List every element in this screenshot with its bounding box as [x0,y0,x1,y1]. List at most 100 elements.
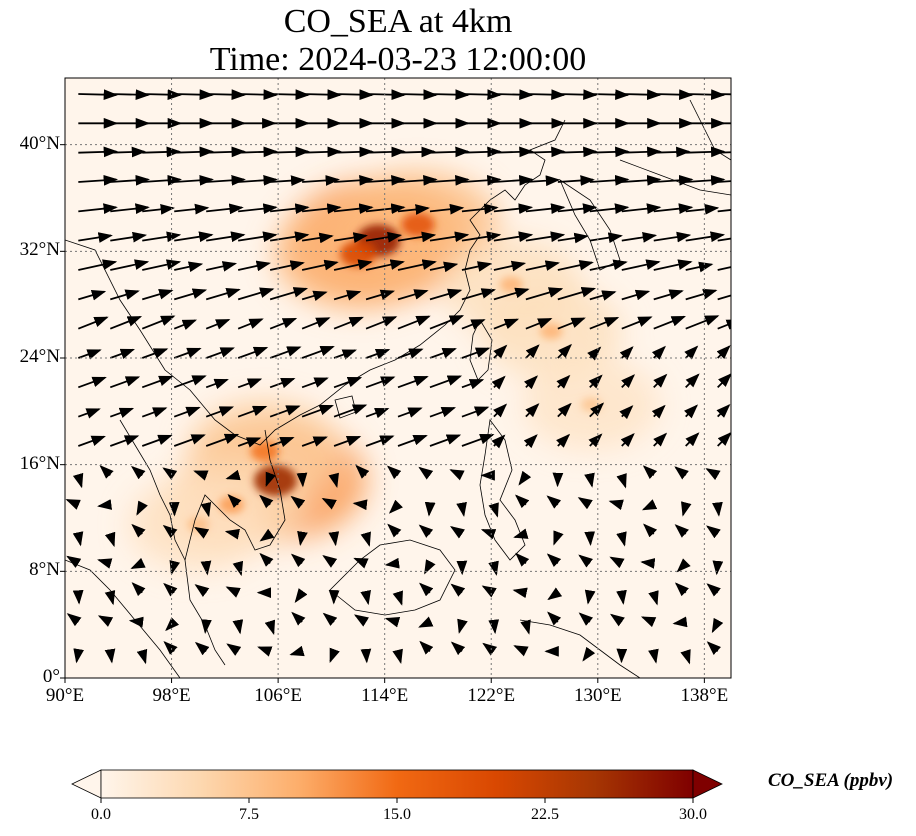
wind-arrow [621,289,651,301]
wind-arrow [397,289,429,301]
wind-arrow [136,648,148,665]
wind-arrow [681,501,692,517]
wind-arrow [174,146,215,158]
wind-arrow [131,523,146,538]
wind-arrow [461,347,491,359]
wind-arrow [717,93,731,96]
wind-arrow [270,175,306,187]
wind-arrow [365,435,395,447]
wind-arrow [104,531,116,548]
wind-arrow [685,288,718,301]
wind-arrow [397,231,437,243]
wind-arrow [547,611,562,626]
wind-arrow [130,557,146,569]
wind-arrow [716,403,731,418]
wind-arrow [302,89,342,101]
wind-arrow [717,266,731,271]
wind-arrow [66,613,82,627]
wind-arrow [162,524,178,539]
wind-arrow [493,89,534,101]
wind-arrow [525,89,566,101]
wind-arrow [269,436,295,448]
wind-arrow [201,619,212,634]
wind-arrow [270,146,310,158]
wind-arrow [672,616,688,628]
wind-arrow [712,501,723,517]
wind-arrow [653,89,694,101]
wind-arrow [706,641,721,655]
wind-arrow [78,435,106,447]
wind-arrow [557,203,598,215]
wind-arrow [424,501,436,517]
wind-arrow [173,288,208,301]
wind-arrow [173,375,207,389]
map-figure [60,77,732,683]
wind-arrow [493,146,534,158]
wind-arrow [174,203,210,215]
wind-arrow [174,231,214,243]
wind-arrow [200,501,212,518]
colorbar-tick-label: 22.5 [531,806,559,823]
wind-arrow [237,378,263,389]
wind-arrow [461,379,485,390]
wind-arrow [557,343,572,359]
wind-arrow [128,616,144,628]
wind-arrow [78,259,118,271]
wind-arrow [680,649,691,665]
wind-arrow [333,435,362,447]
wind-arrow [525,146,566,158]
wind-arrow [333,232,368,243]
wind-arrow [237,260,271,272]
wind-arrow [333,290,362,301]
wind-arrow [717,373,731,388]
wind-arrow [353,557,369,569]
wind-arrow [557,402,572,418]
lon-tick-label: 138°E [680,685,729,706]
wind-arrow [589,232,623,244]
wind-arrow [110,146,147,158]
wind-arrow [365,289,396,301]
wind-arrow [142,204,175,215]
wind-arrow [352,499,368,511]
colorbar-tick-label: 15.0 [383,806,411,823]
wind-arrow [110,289,140,301]
chart-title: CO_SEA at 4km [283,3,513,40]
wind-arrow [429,146,470,158]
wind-arrow [616,531,627,547]
colorbar-extend-max [692,769,723,799]
wind-arrow [397,89,438,101]
wind-arrow [429,89,470,101]
wind-arrow [712,560,724,576]
wind-arrow [525,260,560,271]
wind-arrow [206,146,246,158]
wind-arrow [297,530,308,547]
co-plume-core [340,241,377,267]
wind-arrow [620,433,635,448]
wind-vectors [65,89,731,665]
wind-arrow [333,203,374,215]
wind-arrow [269,405,301,418]
wind-arrow [173,406,201,418]
wind-arrow [640,558,656,569]
wind-arrow [621,374,636,389]
wind-arrow [333,349,357,360]
wind-arrow [72,531,84,547]
wind-arrow [429,347,457,359]
wind-arrow [588,374,603,389]
wind-arrow [206,231,246,243]
wind-arrow [142,89,183,101]
wind-arrow [270,89,310,101]
wind-arrow [429,375,463,389]
wind-arrow [173,347,202,359]
wind-arrow [163,640,178,655]
wind-arrow [169,559,180,576]
wind-arrow [589,402,605,418]
wind-arrow [621,232,658,243]
wind-arrow [269,317,298,330]
wind-arrow [193,526,210,539]
wind-arrow [525,175,561,187]
wind-arrow [142,146,182,158]
wind-arrow [419,582,434,597]
wind-arrow [685,174,726,186]
wind-arrow [653,259,693,271]
